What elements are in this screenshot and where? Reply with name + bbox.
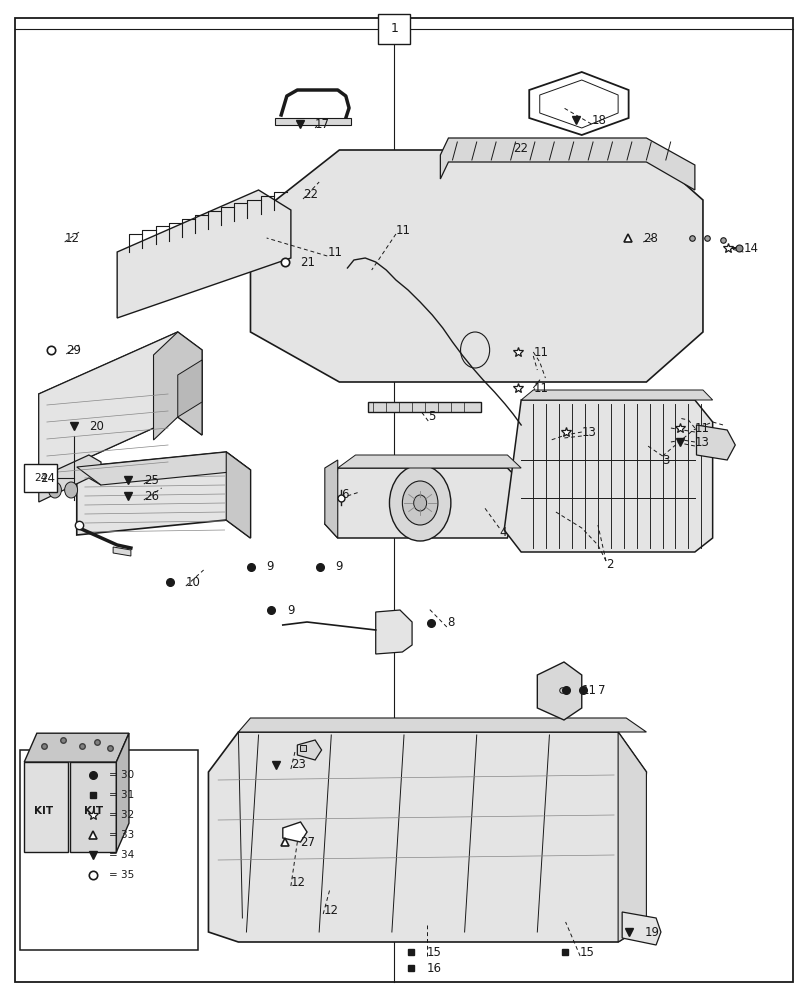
- Text: 3: 3: [663, 454, 670, 466]
- Text: 9: 9: [287, 603, 294, 616]
- Polygon shape: [297, 740, 322, 760]
- Bar: [24, 464, 57, 492]
- Text: = 33: = 33: [109, 830, 134, 840]
- Text: = 31: = 31: [109, 790, 134, 800]
- Text: 16: 16: [427, 962, 442, 974]
- Text: 19: 19: [645, 926, 660, 938]
- Text: 9: 9: [267, 560, 274, 574]
- Bar: [378, 14, 410, 44]
- Polygon shape: [618, 732, 646, 942]
- Polygon shape: [178, 360, 202, 417]
- Text: 11: 11: [327, 245, 343, 258]
- Bar: [20, 750, 198, 950]
- Circle shape: [65, 482, 78, 498]
- Polygon shape: [368, 402, 481, 412]
- Polygon shape: [154, 332, 202, 440]
- Polygon shape: [116, 733, 129, 852]
- Polygon shape: [250, 150, 703, 382]
- Text: 22: 22: [513, 141, 528, 154]
- Circle shape: [402, 481, 438, 525]
- Text: 15: 15: [580, 946, 595, 958]
- Text: 4: 4: [499, 526, 507, 538]
- Polygon shape: [24, 762, 68, 852]
- Text: = 34: = 34: [109, 850, 134, 860]
- Polygon shape: [24, 733, 129, 762]
- Text: 1: 1: [390, 22, 398, 35]
- Text: 17: 17: [315, 117, 330, 130]
- Text: 12: 12: [65, 232, 80, 244]
- Polygon shape: [696, 425, 735, 460]
- Text: = 30: = 30: [109, 770, 134, 780]
- Text: 15: 15: [427, 946, 441, 958]
- Text: 8: 8: [447, 616, 454, 630]
- Text: = 35: = 35: [109, 870, 134, 880]
- Text: 29: 29: [66, 344, 82, 357]
- Polygon shape: [283, 822, 307, 842]
- Polygon shape: [338, 455, 521, 468]
- Polygon shape: [208, 732, 646, 942]
- Text: = 32: = 32: [109, 810, 134, 820]
- Text: 12: 12: [323, 904, 339, 916]
- Text: 5: 5: [428, 410, 436, 424]
- Polygon shape: [376, 610, 412, 654]
- Text: 11: 11: [533, 346, 549, 359]
- Text: 27: 27: [301, 836, 316, 848]
- Polygon shape: [325, 460, 338, 538]
- Text: 2: 2: [606, 558, 613, 572]
- Text: 24: 24: [40, 472, 56, 485]
- Polygon shape: [238, 718, 646, 732]
- Polygon shape: [39, 332, 178, 480]
- Text: 12: 12: [291, 876, 306, 888]
- Text: 11: 11: [582, 684, 597, 696]
- Polygon shape: [521, 390, 713, 400]
- Text: 11: 11: [695, 422, 710, 434]
- Text: 18: 18: [591, 113, 606, 126]
- Polygon shape: [39, 455, 101, 502]
- Polygon shape: [77, 452, 250, 538]
- Polygon shape: [325, 468, 521, 538]
- Text: 24: 24: [34, 473, 47, 483]
- Polygon shape: [622, 912, 661, 945]
- Polygon shape: [275, 118, 351, 125]
- Circle shape: [414, 495, 427, 511]
- Polygon shape: [69, 762, 116, 852]
- Text: 9: 9: [335, 560, 343, 574]
- Circle shape: [389, 465, 451, 541]
- Text: KIT: KIT: [83, 806, 103, 816]
- Polygon shape: [117, 190, 291, 318]
- Text: 21: 21: [301, 255, 316, 268]
- Text: 14: 14: [743, 241, 759, 254]
- Polygon shape: [39, 332, 202, 480]
- Text: 26: 26: [144, 489, 159, 502]
- Polygon shape: [537, 662, 582, 720]
- Text: 11: 11: [396, 224, 411, 236]
- Polygon shape: [440, 138, 695, 190]
- Polygon shape: [113, 547, 131, 556]
- Text: 6: 6: [341, 488, 348, 500]
- Text: 13: 13: [582, 426, 596, 438]
- Text: KIT: KIT: [34, 806, 53, 816]
- Text: 13: 13: [695, 436, 709, 448]
- Text: 11: 11: [533, 381, 549, 394]
- Text: 20: 20: [89, 420, 103, 432]
- Text: 28: 28: [643, 232, 658, 244]
- Polygon shape: [504, 400, 713, 552]
- Text: 7: 7: [598, 684, 605, 696]
- Text: 25: 25: [144, 474, 158, 487]
- Polygon shape: [226, 452, 250, 538]
- Polygon shape: [77, 452, 250, 485]
- Text: 10: 10: [186, 576, 200, 588]
- Circle shape: [48, 482, 61, 498]
- Text: 22: 22: [303, 188, 318, 202]
- Text: 23: 23: [291, 758, 305, 772]
